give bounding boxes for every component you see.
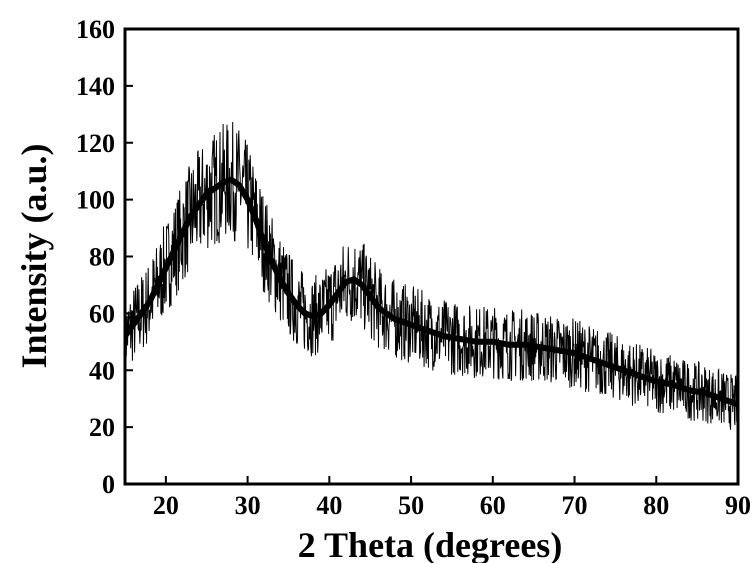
plot-region	[125, 121, 738, 430]
x-tick-label: 90	[725, 491, 751, 520]
y-axis-ticks: 0 20 40 60 80 100 120 140 160	[76, 15, 133, 499]
x-tick-label: 20	[153, 491, 179, 520]
y-tick-label: 140	[76, 72, 115, 101]
y-tick-label: 100	[76, 186, 115, 215]
x-axis-ticks: 20 30 40 50 60 70 80 90	[153, 476, 751, 520]
x-tick-label: 40	[316, 491, 342, 520]
x-tick-label: 80	[643, 491, 669, 520]
x-tick-label: 60	[480, 491, 506, 520]
y-tick-label: 120	[76, 129, 115, 158]
plot-frame	[123, 27, 740, 486]
x-axis-title: 2 Theta (degrees)	[298, 525, 563, 563]
series-line-noise	[125, 121, 738, 430]
series-line	[125, 176, 738, 408]
y-tick-label: 0	[102, 470, 115, 499]
y-tick-label: 40	[89, 356, 115, 385]
y-tick-label: 80	[89, 243, 115, 272]
x-tick-label: 50	[398, 491, 424, 520]
x-tick-label: 70	[562, 491, 588, 520]
x-tick-label: 30	[235, 491, 261, 520]
y-axis-title: Intensity (a.u.)	[14, 143, 54, 368]
y-tick-label: 20	[89, 413, 115, 442]
y-tick-label: 60	[89, 299, 115, 328]
y-tick-label: 160	[76, 15, 115, 44]
